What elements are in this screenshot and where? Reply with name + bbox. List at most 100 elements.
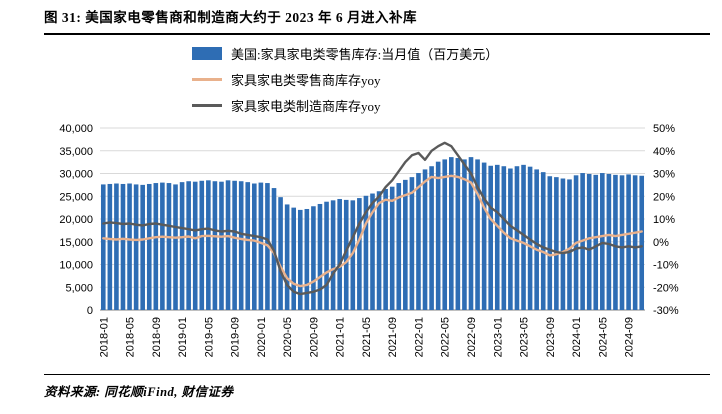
inventory-bar [120,183,126,310]
inventory-bar [206,180,211,310]
inventory-bar [521,164,526,310]
inventory-bar [114,183,119,310]
right-axis-tick: -30% [653,305,679,317]
inventory-bar [324,201,329,310]
inventory-bar [166,183,172,310]
right-axis-tick: 0% [653,237,669,249]
inventory-bar [540,172,546,310]
chart-area: 0 5,000 10,000 15,000 20,000 25,000 30,000 35,0… [30,114,700,379]
inventory-bar [619,175,625,310]
left-axis-tick: 40,000 [59,123,93,135]
manufacturer-yoy-line [102,141,643,296]
inventory-bar [186,181,191,310]
inventory-bar [238,181,244,310]
inventory-bar [370,193,375,310]
inventory-bar [422,169,428,310]
inventory-bar [547,176,553,310]
legend-label-manufacturer-yoy: 家具家电类制造商库存yoy [231,98,381,114]
inventory-bar [212,181,218,310]
x-axis-tick: 2018-01 [98,317,110,357]
inventory-bar [534,169,539,310]
inventory-bar [225,180,231,310]
inventory-bar [173,184,178,310]
x-axis-tick: 2022-09 [466,317,478,357]
legend-item-retailer-yoy: 家具家电类零售商库存yoy [192,66,498,92]
x-axis-tick: 2021-01 [335,317,347,357]
inventory-bar [146,183,152,310]
inventory-yoy-chart: 0 5,000 10,000 15,000 20,000 25,000 30,000 35,0… [59,123,679,357]
inventory-bar [449,157,454,310]
right-axis-tick: -10% [653,260,679,272]
inventory-bar [192,181,198,310]
x-axis-tick: 2021-05 [361,317,373,357]
right-axis-tick: -20% [653,282,679,294]
inventory-bar [258,182,264,310]
manufacturer-yoy-line-swatch [192,103,222,107]
inventory-bar [376,191,382,310]
inventory-bar [501,166,507,310]
x-axis-tick: 2024-09 [624,317,636,357]
inventory-bar [100,184,106,310]
inventory-bar [613,174,618,310]
legend-item-retail-inventory: 美国:家具家电类零售库存:当月值（百万美元） [192,40,498,66]
left-axis-tick: 10,000 [59,260,93,272]
left-axis-tick: 25,000 [59,191,93,203]
inventory-bar [330,200,336,310]
left-axis-tick: 35,000 [59,146,93,158]
inventory-bar [396,183,402,310]
right-axis-tick: 10% [653,214,675,226]
inventory-bar [435,161,441,310]
inventory-bar [600,173,605,310]
right-axis-tick: 40% [653,146,675,158]
inventory-bar [153,183,159,310]
legend-item-manufacturer-yoy: 家具家电类制造商库存yoy [192,92,498,118]
inventory-bar [409,177,415,310]
inventory-bar [462,159,467,310]
inventory-bar [343,199,349,310]
inventory-bar [481,162,487,310]
inventory-bar [593,174,599,310]
inventory-bar [363,195,369,310]
inventory-bar [416,173,421,310]
inventory-bar [468,157,474,310]
inventory-bar [586,173,592,310]
source-note: 资料来源: 同花顺iFind, 财信证券 [44,374,710,400]
figure-title: 图 31: 美国家电零售商和制造商大约于 2023 年 6 月进入补库 [44,10,417,25]
x-axis-tick: 2018-05 [125,317,137,357]
inventory-bar [639,175,645,310]
left-axis-tick: 15,000 [59,237,93,249]
bar-legend-swatch [192,46,222,60]
inventory-bar [127,183,132,310]
x-axis-tick: 2023-05 [519,317,531,357]
inventory-bar [219,181,224,310]
inventory-bar [442,159,448,310]
inventory-bar [291,207,297,311]
inventory-bar [297,209,303,310]
left-axis-tick: 5,000 [65,282,93,294]
inventory-bar [475,159,480,310]
x-axis-tick: 2020-01 [256,317,268,357]
inventory-bar [304,208,310,310]
inventory-bar [311,206,316,310]
inventory-bar [179,182,185,310]
inventory-bar [403,179,408,310]
inventory-bar [455,158,461,310]
inventory-bar [494,164,500,310]
x-axis-tick: 2019-01 [177,317,189,357]
figure-header: 图 31: 美国家电零售商和制造商大约于 2023 年 6 月进入补库 [44,6,710,35]
inventory-bar [357,198,362,310]
x-axis-tick: 2019-05 [203,317,215,357]
inventory-bar [140,184,145,311]
inventory-bar [317,203,323,310]
x-axis-tick: 2023-09 [545,317,557,357]
inventory-bar [350,200,356,310]
inventory-bar [199,180,205,310]
inventory-bar [560,178,566,310]
retailer-yoy-line [102,174,643,288]
inventory-bar [284,204,290,310]
right-axis-tick: 50% [653,123,675,135]
legend-label-retailer-yoy: 家具家电类零售商库存yoy [231,72,381,88]
inventory-bar [232,180,237,310]
inventory-bar [160,182,165,310]
x-axis-tick: 2021-09 [387,317,399,357]
